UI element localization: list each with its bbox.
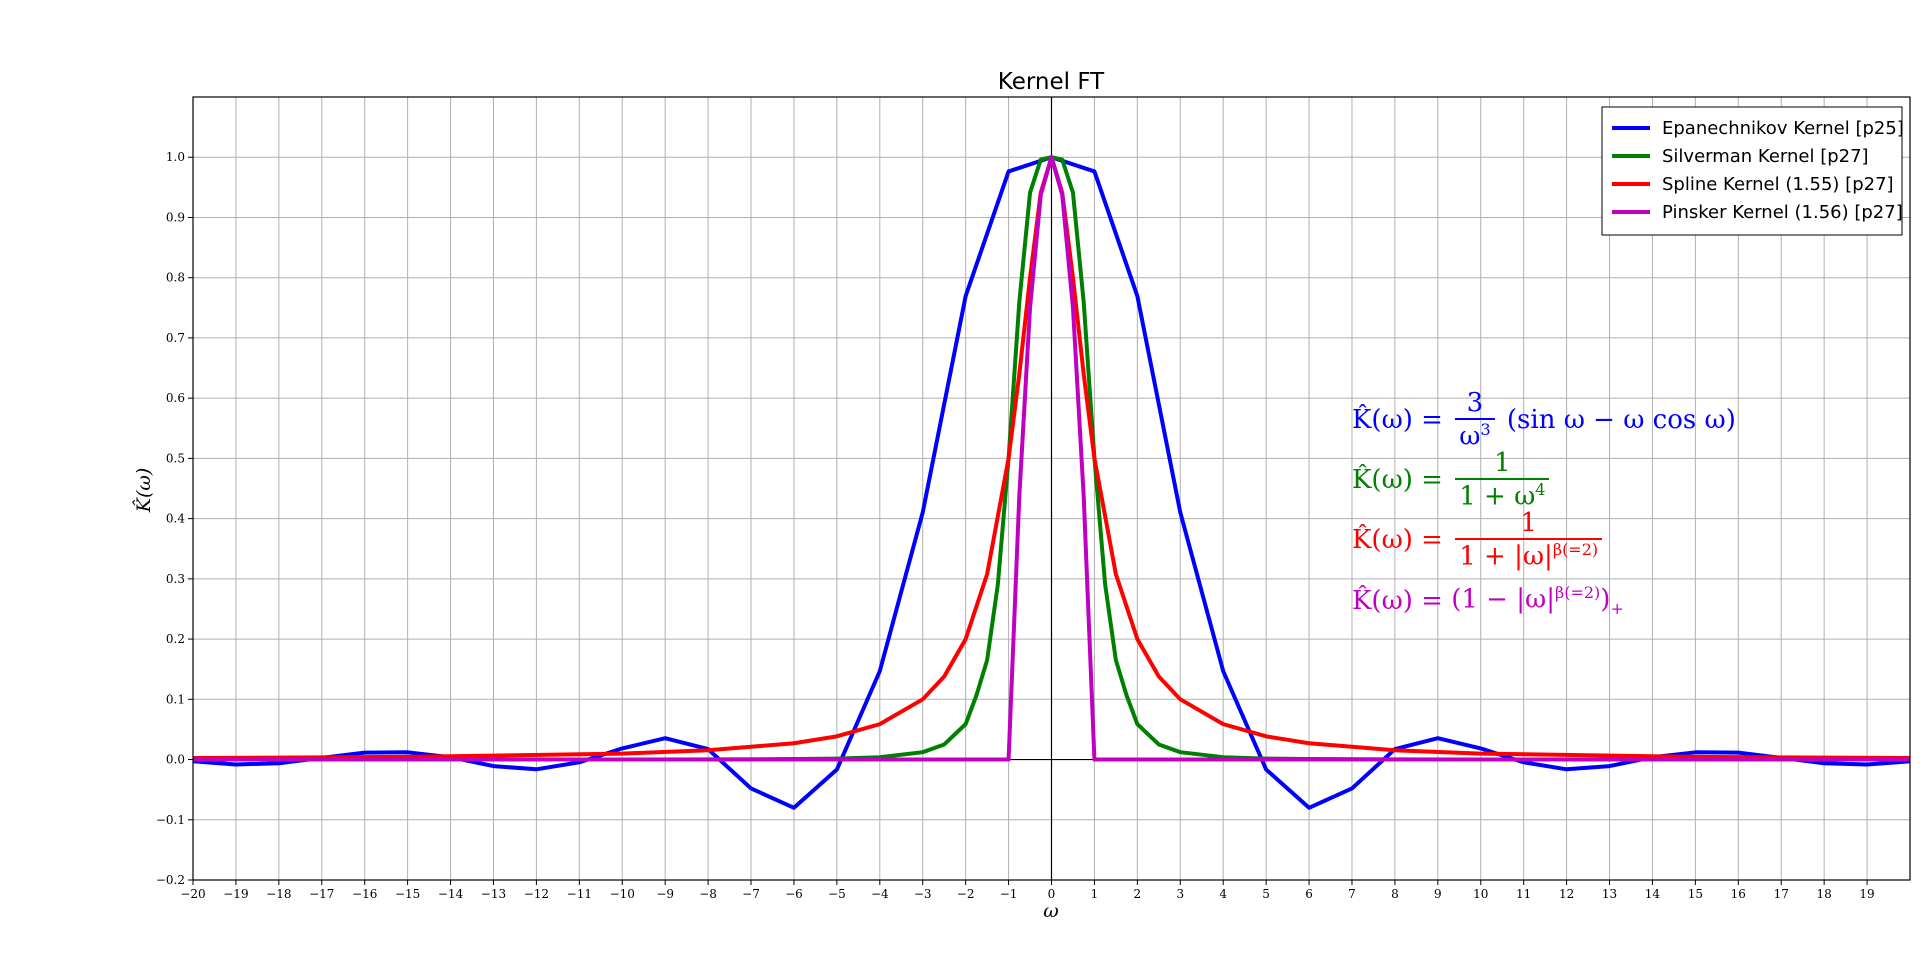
x-tick-label: 6 [1305, 887, 1313, 901]
x-tick-label: 16 [1731, 887, 1746, 901]
x-tick-label: −3 [914, 887, 932, 901]
x-tick-label: −9 [656, 887, 674, 901]
formula-rhs-exponent: β(=2) [1554, 583, 1601, 602]
legend: Epanechnikov Kernel [p25] Silverman Kerne… [1601, 106, 1904, 236]
y-axis-label: K̂(ω) [133, 468, 155, 514]
x-tick-label: 18 [1817, 887, 1832, 901]
y-tick-label: 0.6 [166, 391, 185, 405]
y-tick-label: 0.5 [166, 451, 185, 465]
formula-rhs: (1 − |ω|β(=2))+ [1451, 585, 1624, 617]
series-line-3 [193, 155, 1910, 762]
x-tick-label: 13 [1602, 887, 1617, 901]
legend-label: Silverman Kernel [p27] [1662, 146, 1869, 167]
x-tick-label: −12 [524, 887, 549, 901]
formula-den-exponent: 4 [1535, 480, 1546, 499]
x-tick-label: −15 [395, 887, 420, 901]
formula-denominator: 1 + |ω|β(=2) [1455, 538, 1603, 572]
formula-den-base: 1 + ω [1459, 481, 1536, 512]
x-tick-label: 14 [1645, 887, 1661, 901]
y-tick-label: 1.0 [166, 150, 185, 164]
x-tick-label: 1 [1091, 887, 1099, 901]
formula-den-base: ω [1459, 421, 1481, 452]
formula-lhs: K̂(ω) = [1352, 524, 1443, 555]
x-tick-label: −20 [180, 887, 205, 901]
y-tick-labels: −0.2 −0.1 0.0 0.1 0.2 0.3 0.4 0.5 0.6 0.7 0.8 0.9 1.… [156, 150, 193, 887]
x-tick-label: 17 [1774, 887, 1789, 901]
legend-label: Spline Kernel (1.55) [p27] [1662, 174, 1894, 195]
y-tick-label: 0.7 [166, 331, 185, 345]
legend-box [1601, 106, 1903, 236]
formula-rhs-subscript: + [1610, 598, 1624, 618]
formula-den-base: 1 + |ω| [1459, 541, 1553, 572]
formula-numerator: 3 [1466, 388, 1484, 418]
formula-lhs: K̂(ω) = [1352, 585, 1443, 616]
spline-formula: K̂(ω) = 1 1 + |ω|β(=2) [1352, 510, 1606, 570]
x-tick-label: 9 [1434, 887, 1442, 901]
x-tick-label: 3 [1176, 887, 1184, 901]
y-tick-label: 0.9 [166, 210, 185, 224]
x-tick-label: 0 [1048, 887, 1056, 901]
y-tick-label: 0.8 [166, 271, 185, 285]
formula-lhs: K̂(ω) = [1352, 464, 1443, 495]
y-tick-label: −0.1 [156, 813, 185, 827]
y-tick-label: 0.0 [166, 753, 185, 767]
x-tick-label: −2 [957, 887, 975, 901]
x-tick-labels: −20 −19 −18 −17 −16 −15 −14 −13 −12 −11 −10 −9 −8 −7−… [180, 880, 1875, 901]
x-tick-label: 8 [1391, 887, 1399, 901]
formula-rhs-close: ) [1600, 584, 1611, 615]
pinsker-formula: K̂(ω) = (1 − |ω|β(=2))+ [1352, 585, 1624, 617]
x-tick-label: −7 [742, 887, 760, 901]
x-tick-label: −10 [610, 887, 635, 901]
formula-fraction: 3 ω3 [1455, 388, 1495, 452]
formula-numerator: 1 [1494, 448, 1511, 478]
y-tick-label: 0.3 [166, 572, 185, 586]
formula-rhs: (sin ω − ω cos ω) [1506, 404, 1736, 435]
formula-lhs: K̂(ω) = [1352, 404, 1443, 435]
formula-den-exponent: β(=2) [1552, 540, 1599, 559]
x-tick-label: −17 [309, 887, 334, 901]
x-tick-label: −4 [871, 887, 889, 901]
x-tick-label: 10 [1473, 887, 1488, 901]
formula-denominator: 1 + ω4 [1455, 478, 1550, 512]
legend-label: Pinsker Kernel (1.56) [p27] [1662, 202, 1903, 223]
x-tick-label: 15 [1688, 887, 1703, 901]
x-tick-label: 11 [1516, 887, 1531, 901]
formula-denominator: ω3 [1455, 418, 1495, 452]
x-tick-label: 12 [1559, 887, 1574, 901]
x-tick-label: 5 [1262, 887, 1270, 901]
x-tick-label: −8 [699, 887, 717, 901]
epanechnikov-formula: K̂(ω) = 3 ω3 (sin ω − ω cos ω) [1352, 390, 1736, 450]
x-tick-label: 2 [1134, 887, 1142, 901]
silverman-formula: K̂(ω) = 1 1 + ω4 [1352, 450, 1553, 510]
y-tick-label: 0.2 [166, 632, 185, 646]
x-axis-label: ω [1043, 900, 1059, 922]
y-tick-label: 0.1 [166, 692, 185, 706]
x-tick-label: −6 [785, 887, 803, 901]
x-tick-label: 19 [1859, 887, 1874, 901]
x-tick-label: −13 [481, 887, 506, 901]
plot-lines [192, 155, 1911, 810]
x-tick-label: −19 [223, 887, 248, 901]
x-tick-label: −11 [567, 887, 592, 901]
x-tick-label: 7 [1348, 887, 1356, 901]
formula-fraction: 1 1 + |ω|β(=2) [1455, 508, 1603, 572]
x-tick-label: −1 [1000, 887, 1018, 901]
y-tick-label: −0.2 [156, 873, 185, 887]
x-tick-label: −16 [352, 887, 377, 901]
x-tick-label: −18 [266, 887, 291, 901]
formula-numerator: 1 [1520, 508, 1537, 538]
y-tick-label: 0.4 [166, 512, 185, 526]
x-tick-label: 4 [1219, 887, 1227, 901]
formula-den-exponent: 3 [1480, 420, 1491, 439]
formula-fraction: 1 1 + ω4 [1455, 448, 1550, 512]
x-tick-label: −5 [828, 887, 846, 901]
x-tick-label: −14 [438, 887, 464, 901]
chart-title: Kernel FT [998, 69, 1105, 95]
legend-label: Epanechnikov Kernel [p25] [1662, 118, 1904, 139]
formula-rhs-base: (1 − |ω| [1451, 584, 1555, 615]
